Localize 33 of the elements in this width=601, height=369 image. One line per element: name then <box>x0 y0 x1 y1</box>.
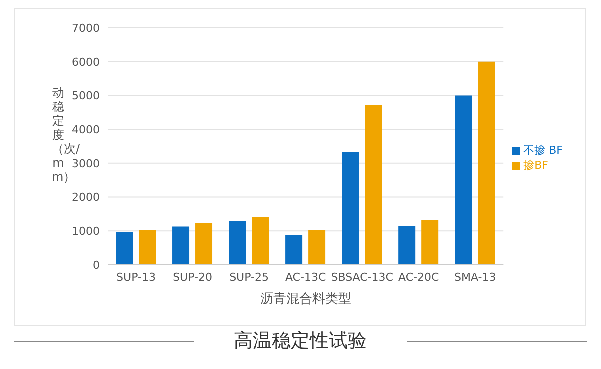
y-tick-label: 1000 <box>72 225 100 238</box>
x-tick-label: SUP-25 <box>230 270 269 284</box>
bar <box>455 96 472 265</box>
bar <box>286 235 303 265</box>
y-tick-label: 2000 <box>72 191 100 204</box>
x-tick-label: SMA-13 <box>454 270 496 284</box>
x-tick-label: AC-13C <box>285 270 326 284</box>
y-tick-label: 6000 <box>72 56 100 69</box>
y-tick-label: 0 <box>93 258 100 272</box>
y-tick-label: 7000 <box>72 22 100 35</box>
bar <box>342 152 360 265</box>
bar <box>139 230 156 265</box>
x-axis-title: 沥青混合料类型 <box>260 292 352 307</box>
y-tick-label: 3000 <box>72 157 100 170</box>
legend-label: 不掺 BF <box>524 144 563 157</box>
y-tick-label: 4000 <box>72 123 100 136</box>
x-tick-label: SUP-20 <box>173 270 212 284</box>
bar <box>229 221 246 265</box>
bar <box>196 223 213 265</box>
x-tick-label: AC-20C <box>398 270 440 284</box>
x-tick-label: SBSAC-13C <box>331 270 394 284</box>
bar <box>478 62 496 265</box>
bar <box>422 220 439 265</box>
legend-label: 掺BF <box>524 159 548 172</box>
bar <box>308 230 326 265</box>
text: 高温稳定性试验 <box>233 329 368 354</box>
bar <box>116 232 133 265</box>
y-tick-label: 5000 <box>72 90 100 103</box>
bar <box>172 226 190 265</box>
bar <box>365 105 382 265</box>
bar <box>398 226 416 265</box>
bar <box>252 217 270 265</box>
x-tick-label: SUP-13 <box>116 270 156 284</box>
